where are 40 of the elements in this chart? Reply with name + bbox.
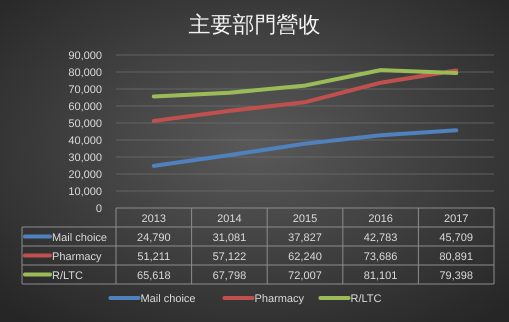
text: Pharmacy — [254, 293, 304, 305]
data-label: 73,686 — [364, 251, 398, 263]
data-label: 81,101 — [364, 270, 398, 282]
data-label: 31,081 — [212, 232, 246, 244]
chart-title: 主要部門營收 — [188, 13, 320, 38]
y-tick-label: 30,000 — [68, 152, 102, 164]
y-tick-label: 0 — [96, 203, 102, 215]
y-tick-label: 50,000 — [68, 118, 102, 130]
data-label: 51,211 — [137, 251, 170, 263]
data-label: 67,798 — [212, 270, 246, 282]
text: Mail choice — [140, 293, 196, 305]
data-label: 37,827 — [288, 232, 322, 244]
y-tick-label: 10,000 — [68, 186, 102, 198]
y-tick-label: 90,000 — [68, 50, 102, 62]
x-tick-label: 2014 — [217, 213, 242, 225]
data-label: 45,709 — [439, 232, 474, 244]
data-label: 62,240 — [288, 251, 322, 263]
line-series — [152, 68, 458, 123]
y-tick-label: 80,000 — [68, 67, 102, 79]
x-tick-label: 2017 — [444, 213, 468, 225]
legend-label: R/LTC — [52, 270, 84, 282]
data-label: 79,398 — [439, 270, 474, 282]
x-tick-label: 2013 — [142, 213, 166, 225]
y-tick-label: 40,000 — [68, 135, 102, 147]
y-tick-label: 60,000 — [68, 101, 102, 113]
legend-label: Pharmacy — [52, 251, 102, 263]
data-label: 65,618 — [136, 270, 171, 282]
text: R/LTC — [350, 293, 382, 305]
legend-label: Mail choice — [52, 232, 108, 244]
data-label: 80,891 — [439, 251, 474, 263]
x-tick-label: 2016 — [368, 213, 393, 225]
data-label: 57,122 — [212, 251, 246, 263]
y-tick-label: 20,000 — [68, 169, 102, 181]
data-label: 72,007 — [288, 270, 322, 282]
data-label: 42,783 — [364, 232, 398, 244]
y-tick-label: 70,000 — [68, 84, 102, 96]
data-label: 24,790 — [136, 232, 171, 244]
line-series — [152, 128, 458, 168]
x-tick-label: 2015 — [292, 213, 318, 225]
line-series — [152, 68, 458, 98]
